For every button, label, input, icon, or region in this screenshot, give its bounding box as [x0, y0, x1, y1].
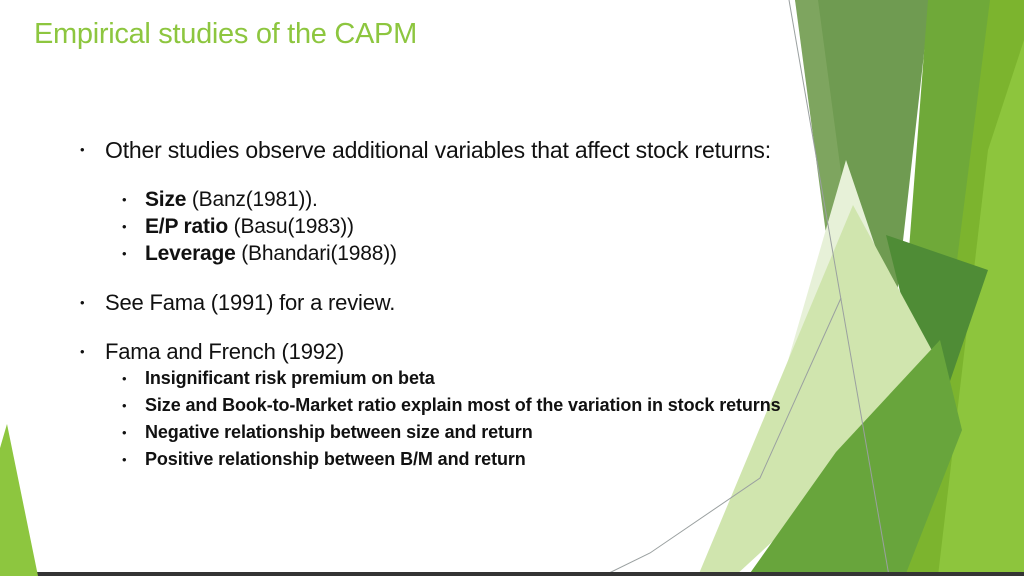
- bullet-icon: •: [122, 371, 127, 386]
- list-item: • Size and Book-to-Market ratio explain …: [60, 392, 850, 419]
- finding-text: Positive relationship between B/M and re…: [145, 449, 526, 469]
- fama-french-text: Fama and French (1992): [105, 339, 344, 364]
- corner-accent-wedge: [0, 424, 38, 576]
- bullet-icon: •: [122, 452, 127, 467]
- study-text: E/P ratio (Basu(1983)): [145, 213, 354, 240]
- study-variable: E/P ratio: [145, 215, 229, 238]
- findings-list: • Insignificant risk premium on beta • S…: [60, 365, 850, 473]
- list-item: • E/P ratio (Basu(1983)): [60, 213, 850, 240]
- list-item: • Leverage (Bhandari(1988)): [60, 240, 850, 267]
- bullet-icon: •: [122, 219, 127, 234]
- bullet-icon: •: [80, 295, 85, 310]
- facet-medium-column: [896, 0, 990, 420]
- facet-bright-lighter: [938, 40, 1024, 576]
- finding-text: Insignificant risk premium on beta: [145, 368, 435, 388]
- study-citation: (Banz(1981)).: [186, 188, 318, 211]
- list-item: • Fama and French (1992): [60, 338, 850, 365]
- study-citation: (Basu(1983)): [228, 215, 354, 238]
- bullet-icon: •: [122, 398, 127, 413]
- bottom-edge-line: [28, 572, 1024, 576]
- bullet-icon: •: [80, 142, 85, 157]
- finding-text: Negative relationship between size and r…: [145, 422, 533, 442]
- slide-body: • Other studies observe additional varia…: [60, 130, 850, 473]
- facet-dark-triangle: [886, 235, 988, 428]
- review-list: • See Fama (1991) for a review.: [60, 289, 850, 316]
- bullet-list-level1: • Other studies observe additional varia…: [60, 130, 850, 166]
- list-item: • Size (Banz(1981)).: [60, 186, 850, 213]
- bullet-icon: •: [80, 344, 85, 359]
- bullet-icon: •: [122, 192, 127, 207]
- bullet-icon: •: [122, 425, 127, 440]
- fama-french-list: • Fama and French (1992): [60, 338, 850, 365]
- finding-text: Size and Book-to-Market ratio explain mo…: [145, 395, 781, 415]
- list-item: • Insignificant risk premium on beta: [60, 365, 850, 392]
- study-citation: (Bhandari(1988)): [235, 242, 397, 265]
- study-text: Leverage (Bhandari(1988)): [145, 240, 397, 267]
- list-item: • Negative relationship between size and…: [60, 419, 850, 446]
- bullet-icon: •: [122, 246, 127, 261]
- study-variable: Leverage: [145, 242, 236, 265]
- review-text: See Fama (1991) for a review.: [105, 290, 396, 315]
- list-item: • Positive relationship between B/M and …: [60, 446, 850, 473]
- list-item: • Other studies observe additional varia…: [60, 134, 850, 166]
- facet-bright-column: [900, 0, 1024, 576]
- bullet-text: Other studies observe additional variabl…: [105, 137, 771, 163]
- studies-list: • Size (Banz(1981)). • E/P ratio (Basu(1…: [60, 186, 850, 267]
- slide-title: Empirical studies of the CAPM: [34, 18, 417, 50]
- study-variable: Size: [145, 188, 187, 211]
- list-item: • See Fama (1991) for a review.: [60, 289, 850, 316]
- study-text: Size (Banz(1981)).: [145, 186, 318, 213]
